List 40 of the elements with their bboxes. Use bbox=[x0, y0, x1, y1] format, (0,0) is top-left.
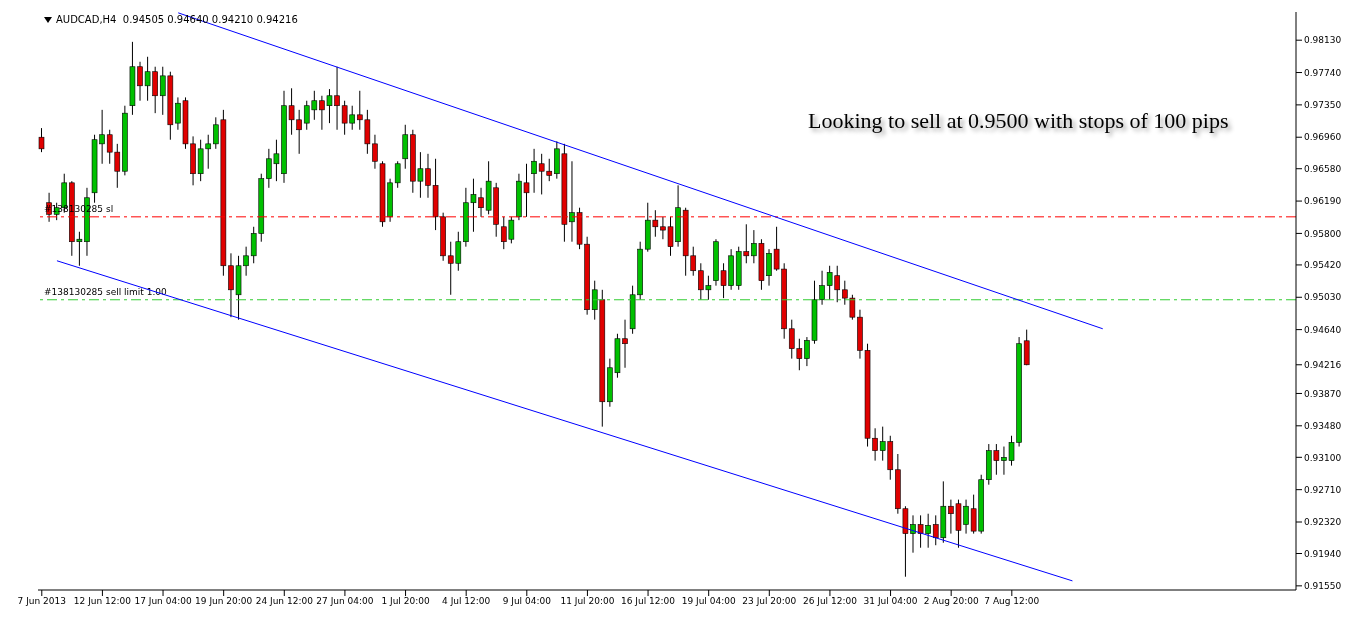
x-tick-label: 11 Jul 20:00 bbox=[560, 596, 615, 607]
y-tick-label: 0.97350 bbox=[1304, 100, 1342, 111]
y-tick-label: 0.97740 bbox=[1304, 67, 1342, 78]
y-tick-label: 0.91550 bbox=[1304, 581, 1342, 592]
candlestick bbox=[531, 148, 537, 194]
candlestick bbox=[38, 127, 45, 153]
y-tick-label: 0.98130 bbox=[1304, 35, 1342, 46]
y-tick-label: 0.92320 bbox=[1304, 517, 1342, 528]
x-tick-label: 23 Jul 20:00 bbox=[742, 596, 797, 607]
x-tick-label: 1 Jul 20:00 bbox=[381, 596, 430, 607]
y-tick-label: 0.94640 bbox=[1304, 324, 1342, 335]
x-tick-label: 24 Jun 12:00 bbox=[255, 596, 314, 607]
y-tick-label: 0.96190 bbox=[1304, 196, 1342, 207]
x-tick-label: 17 Jun 04:00 bbox=[134, 596, 192, 607]
y-tick-label: 0.96960 bbox=[1304, 132, 1342, 143]
y-tick-label: 0.93870 bbox=[1304, 388, 1342, 399]
candlestick bbox=[394, 160, 401, 189]
y-tick-label: 0.96580 bbox=[1304, 163, 1342, 174]
y-tick-label: 0.95420 bbox=[1304, 260, 1342, 271]
y-tick-label: 0.92710 bbox=[1304, 484, 1342, 495]
x-tick-label: 19 Jul 04:00 bbox=[681, 596, 736, 607]
x-tick-label: 4 Jul 12:00 bbox=[442, 596, 491, 607]
x-tick-label: 16 Jul 12:00 bbox=[621, 596, 676, 607]
y-tick-label: 0.95030 bbox=[1304, 292, 1342, 303]
y-tick-label: 0.94216 bbox=[1304, 359, 1342, 370]
x-tick-label: 31 Jul 04:00 bbox=[863, 596, 918, 607]
x-tick-label: 26 Jul 12:00 bbox=[802, 596, 858, 607]
x-tick-label: 7 Aug 12:00 bbox=[984, 596, 1040, 607]
x-tick-label: 2 Aug 20:00 bbox=[923, 596, 979, 607]
annotation: Looking to sell at 0.9500 with stops of 100 pips bbox=[808, 108, 1229, 134]
y-tick-label: 0.95800 bbox=[1304, 228, 1342, 239]
x-tick-label: 19 Jun 20:00 bbox=[195, 596, 253, 607]
x-tick-label: 7 Jun 2013 bbox=[17, 596, 66, 607]
y-tick-label: 0.93100 bbox=[1304, 452, 1342, 463]
x-tick-label: 27 Jun 04:00 bbox=[316, 596, 374, 607]
x-tick-label: 12 Jun 12:00 bbox=[73, 596, 132, 607]
y-tick-label: 0.93480 bbox=[1304, 421, 1342, 431]
y-tick-label: 0.91940 bbox=[1304, 548, 1342, 559]
x-tick-label: 9 Jul 04:00 bbox=[502, 596, 552, 607]
candlestick bbox=[1023, 329, 1030, 366]
